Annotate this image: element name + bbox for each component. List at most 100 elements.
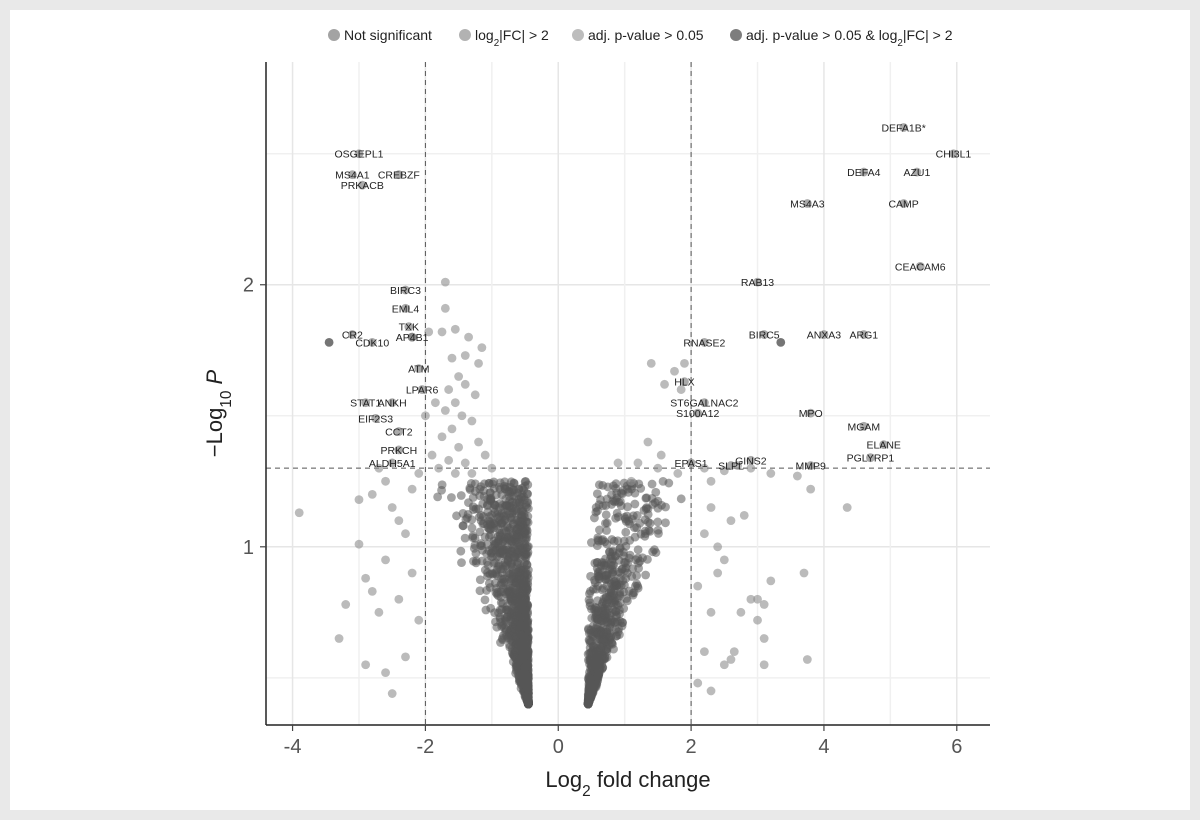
ns-point — [484, 478, 494, 488]
ns-point — [661, 502, 670, 512]
ns-point — [648, 547, 658, 557]
ns-point — [518, 587, 528, 597]
ns-point — [511, 640, 521, 650]
labeled-point — [899, 123, 909, 132]
ns-point — [643, 554, 652, 564]
data-point — [673, 469, 683, 478]
ns-point — [592, 489, 602, 499]
data-point — [660, 379, 669, 389]
data-point — [324, 337, 334, 347]
ns-point — [606, 631, 616, 641]
labeled-point — [394, 427, 404, 436]
gene-label: MMP9 — [795, 461, 825, 473]
ns-point — [514, 484, 524, 494]
ns-point — [603, 482, 613, 492]
ns-point — [583, 699, 593, 709]
labeled-point — [899, 199, 909, 208]
data-point — [467, 469, 477, 478]
ns-point — [641, 529, 650, 539]
data-point — [706, 607, 716, 617]
ns-point — [506, 477, 516, 487]
gene-label: STAT1 — [350, 398, 381, 410]
ns-point — [619, 547, 628, 557]
ns-point — [505, 503, 515, 513]
data-point — [447, 353, 457, 363]
ns-point — [496, 587, 506, 597]
ns-point — [601, 518, 610, 528]
ns-point — [499, 578, 508, 588]
labeled-point — [414, 364, 424, 374]
data-point — [447, 424, 457, 434]
x-tick-label: 6 — [951, 736, 962, 758]
legend-swatch — [459, 29, 471, 41]
data-point — [421, 411, 430, 421]
ns-point — [590, 513, 599, 523]
gene-label: MS4A3 — [790, 199, 825, 211]
data-point — [706, 686, 716, 696]
data-point — [394, 516, 404, 525]
x-tick-label: -4 — [284, 736, 302, 758]
ns-point — [611, 607, 621, 617]
gene-label: PRKCH — [380, 445, 417, 457]
ns-point — [584, 679, 594, 689]
labeled-point — [859, 167, 869, 177]
ns-point — [486, 603, 496, 613]
ns-point — [512, 530, 522, 539]
labeled-point — [693, 408, 703, 418]
ns-point — [602, 644, 612, 654]
x-tick-label: -2 — [417, 736, 435, 758]
ns-point — [507, 537, 517, 547]
ns-point — [615, 598, 625, 608]
data-point — [753, 615, 762, 625]
ns-point — [466, 479, 476, 488]
ns-point — [519, 527, 529, 537]
ns-point — [460, 533, 470, 543]
ns-point — [483, 494, 492, 504]
labeled-point — [387, 398, 397, 408]
data-point — [643, 437, 653, 447]
data-points — [294, 123, 958, 698]
data-point — [430, 398, 440, 408]
ns-point — [605, 547, 614, 557]
ns-point — [456, 546, 466, 556]
legend-label: log2|FC| > 2 — [475, 27, 549, 49]
ns-point — [643, 517, 653, 527]
ns-point — [586, 586, 595, 596]
ns-point — [641, 570, 651, 580]
axis-titles: Log2 fold change −Log10 P — [202, 369, 711, 799]
labeled-point — [806, 408, 816, 418]
ns-point — [647, 493, 657, 503]
ns-point — [619, 536, 629, 546]
labeled-point — [699, 398, 709, 408]
ns-point — [493, 571, 502, 581]
ns-point — [597, 616, 607, 626]
gene-label: DEFA4 — [847, 167, 880, 179]
data-point — [802, 655, 812, 664]
ns-point — [500, 477, 510, 487]
labeled-point — [753, 277, 762, 287]
data-point — [766, 576, 776, 586]
ns-point — [519, 632, 529, 642]
data-point — [474, 437, 483, 447]
ns-point — [603, 595, 613, 605]
data-point — [626, 476, 636, 486]
ns-point — [627, 572, 637, 581]
ns-point — [606, 620, 615, 630]
gene-label: OSGEPL1 — [334, 149, 383, 161]
labeled-point — [367, 337, 377, 347]
labeled-point — [912, 167, 922, 177]
ns-point — [624, 586, 634, 596]
gene-label: CEACAM6 — [895, 261, 946, 273]
ns-point — [516, 670, 526, 680]
labeled-point — [401, 303, 410, 313]
gene-label: MGAM — [847, 421, 880, 433]
ns-point — [475, 527, 485, 537]
data-point — [374, 607, 384, 617]
data-point — [766, 469, 776, 478]
ns-point — [592, 558, 602, 567]
ns-point — [489, 559, 499, 568]
data-point — [653, 463, 663, 473]
gene-label: ANKH — [378, 398, 407, 410]
labeled-point — [866, 453, 875, 463]
data-point — [776, 337, 786, 347]
